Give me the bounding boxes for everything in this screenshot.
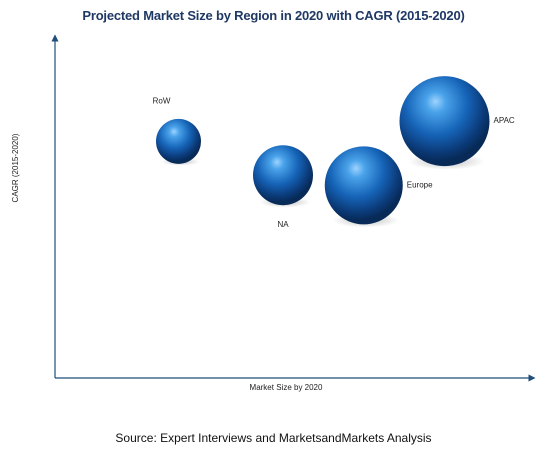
bubble-chart: CAGR (2015-2020) Market Size by 2020 RoW… [11, 34, 536, 392]
bubble-na [253, 145, 313, 206]
bubble-europe [324, 146, 403, 225]
bubble-apac [399, 76, 490, 167]
bubble-label-apac: APAC [494, 116, 515, 125]
y-axis-label: CAGR (2015-2020) [11, 133, 20, 202]
source-note: Source: Expert Interviews and Marketsand… [115, 431, 432, 445]
chart-title: Projected Market Size by Region in 2020 … [82, 8, 465, 23]
bubble-label-europe: Europe [407, 180, 433, 189]
bubble-label-row: RoW [153, 96, 171, 105]
bubble-label-na: NA [277, 220, 289, 229]
x-axis-label: Market Size by 2020 [250, 383, 323, 392]
bubble-series: RoW NA Europe APAC [153, 76, 515, 229]
bubble-row [156, 118, 201, 164]
